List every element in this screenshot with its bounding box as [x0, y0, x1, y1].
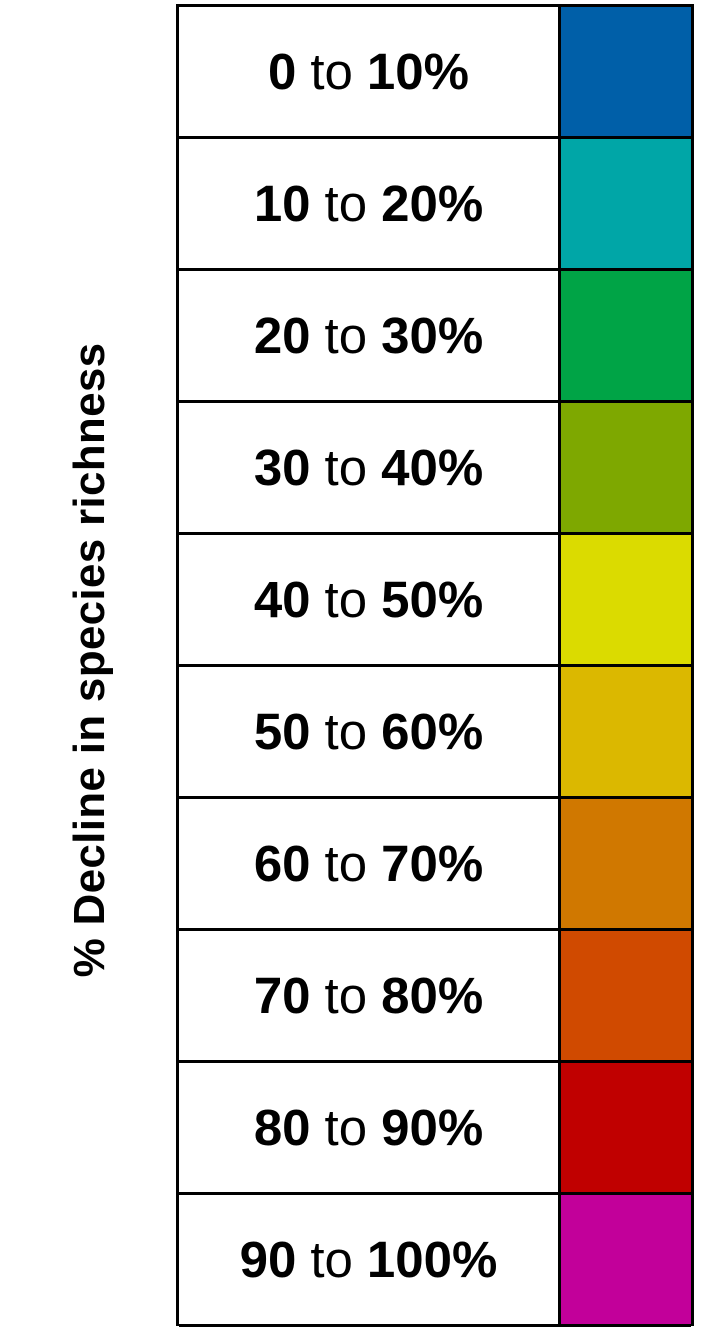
color-swatch: [561, 139, 691, 268]
legend-label: 70 to 80%: [179, 931, 561, 1060]
bin-end-value: 100%: [366, 1231, 498, 1288]
legend-row: 20 to 30%: [179, 271, 691, 403]
axis-title: % Decline in species richness: [65, 342, 114, 978]
bin-end-value: 10%: [366, 43, 469, 100]
bin-start-value: 40: [253, 571, 311, 628]
bin-start-value: 90: [239, 1231, 297, 1288]
color-swatch: [561, 667, 691, 796]
color-swatch: [561, 271, 691, 400]
color-swatch: [561, 1195, 691, 1324]
color-legend: 0 to 10% 10 to 20% 20 to 30% 30 to 40% 40 to 50% 50 to 60…: [176, 4, 694, 1327]
legend-label: 30 to 40%: [179, 403, 561, 532]
bin-end-value: 50%: [381, 571, 484, 628]
color-swatch: [561, 799, 691, 928]
bin-start-value: 10: [253, 175, 311, 232]
legend-row: 80 to 90%: [179, 1063, 691, 1195]
legend-row: 90 to 100%: [179, 1195, 691, 1327]
bin-end-value: 20%: [381, 175, 484, 232]
color-swatch: [561, 7, 691, 136]
bin-start-value: 0: [268, 43, 297, 100]
bin-connector-text: to: [310, 43, 353, 100]
bin-connector-text: to: [324, 967, 368, 1024]
legend-label: 80 to 90%: [179, 1063, 561, 1192]
bin-connector-text: to: [324, 835, 368, 892]
bin-start-value: 80: [253, 1099, 311, 1156]
bin-connector-text: to: [310, 1231, 353, 1288]
legend-row: 0 to 10%: [179, 7, 691, 139]
legend-row: 60 to 70%: [179, 799, 691, 931]
legend-label: 10 to 20%: [179, 139, 561, 268]
bin-start-value: 30: [253, 439, 311, 496]
bin-start-value: 20: [253, 307, 311, 364]
color-swatch: [561, 931, 691, 1060]
legend-label: 0 to 10%: [179, 7, 561, 136]
legend-label: 40 to 50%: [179, 535, 561, 664]
legend-row: 30 to 40%: [179, 403, 691, 535]
bin-end-value: 40%: [381, 439, 484, 496]
color-swatch: [561, 403, 691, 532]
legend-row: 10 to 20%: [179, 139, 691, 271]
legend-row: 50 to 60%: [179, 667, 691, 799]
legend-row: 70 to 80%: [179, 931, 691, 1063]
bin-end-value: 90%: [381, 1099, 484, 1156]
color-swatch: [561, 535, 691, 664]
legend-label: 20 to 30%: [179, 271, 561, 400]
legend-label: 60 to 70%: [179, 799, 561, 928]
color-swatch: [561, 1063, 691, 1192]
bin-connector-text: to: [324, 439, 368, 496]
bin-end-value: 30%: [381, 307, 484, 364]
bin-end-value: 80%: [381, 967, 484, 1024]
legend-label: 90 to 100%: [179, 1195, 561, 1324]
bin-connector-text: to: [324, 307, 368, 364]
legend-label: 50 to 60%: [179, 667, 561, 796]
bin-start-value: 60: [253, 835, 311, 892]
bin-start-value: 70: [253, 967, 311, 1024]
bin-end-value: 60%: [381, 703, 484, 760]
bin-connector-text: to: [324, 1099, 368, 1156]
bin-end-value: 70%: [381, 835, 484, 892]
legend-row: 40 to 50%: [179, 535, 691, 667]
bin-start-value: 50: [253, 703, 311, 760]
bin-connector-text: to: [324, 571, 368, 628]
bin-connector-text: to: [324, 175, 368, 232]
bin-connector-text: to: [324, 703, 368, 760]
